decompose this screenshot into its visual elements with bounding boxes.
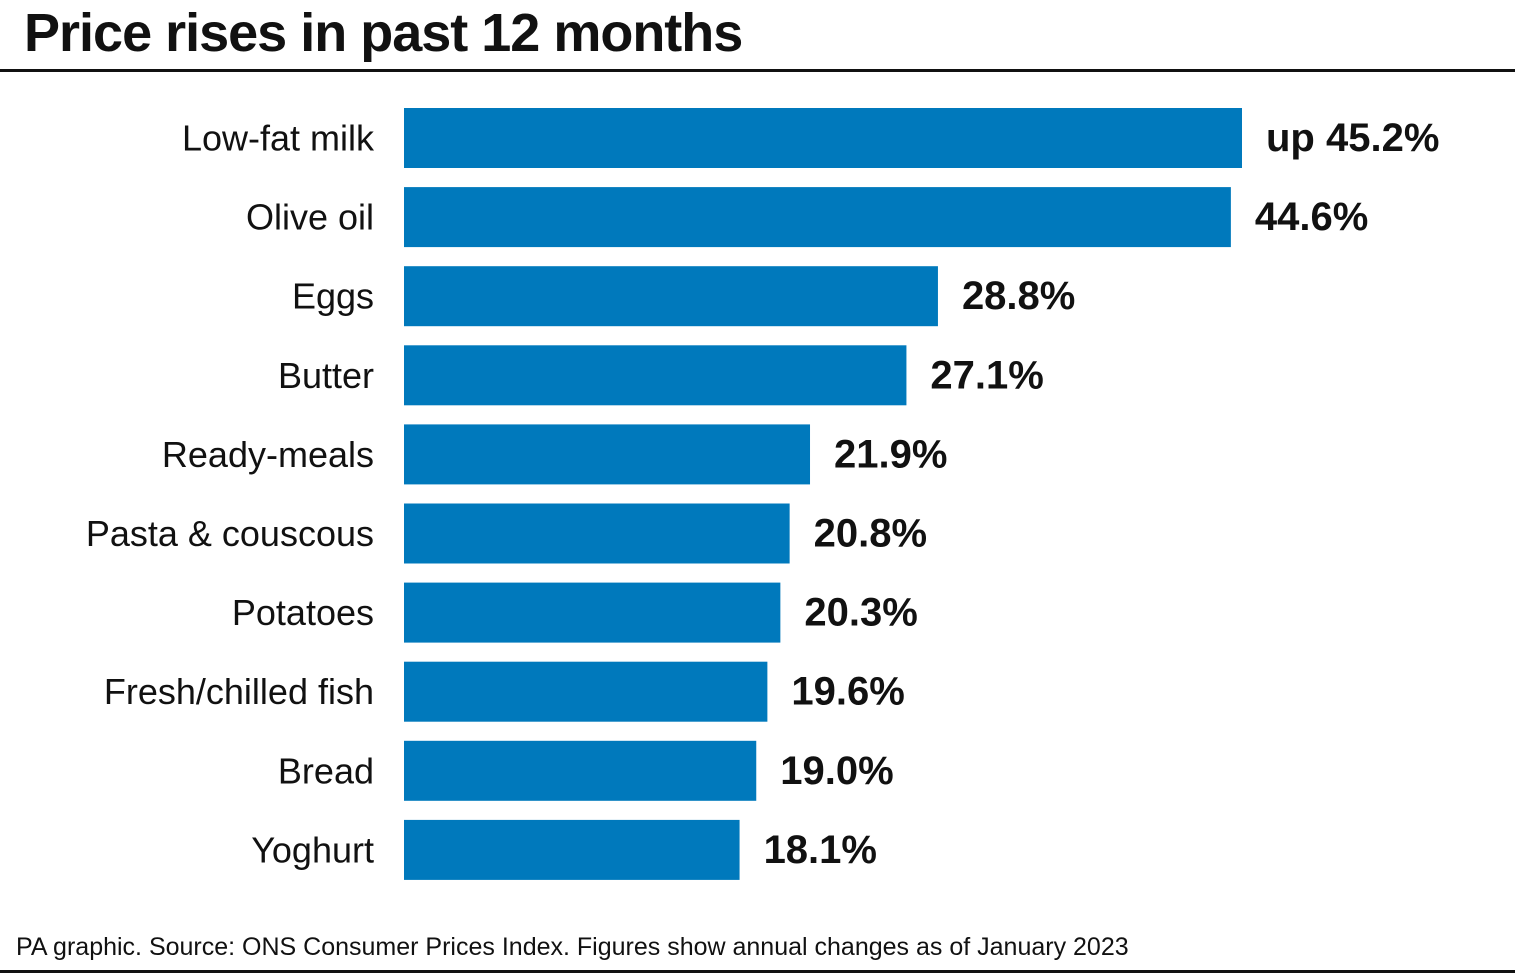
category-label: Low-fat milk <box>182 118 375 159</box>
category-label: Pasta & couscous <box>86 513 374 554</box>
bar-yoghurt <box>404 819 740 880</box>
value-label: 28.8% <box>962 274 1075 318</box>
chart-title: Price rises in past 12 months <box>24 3 743 63</box>
bottom-divider <box>0 970 1515 973</box>
category-label: Butter <box>278 355 374 396</box>
bar-pasta-couscous <box>404 503 790 564</box>
bar-row-eggs: Eggs 28.8% <box>292 266 1075 327</box>
bar-bread <box>404 740 757 801</box>
title-divider <box>0 69 1515 72</box>
value-label: 27.1% <box>930 353 1043 397</box>
category-label: Fresh/chilled fish <box>104 671 374 712</box>
value-label: up 45.2% <box>1266 116 1439 160</box>
bar-potatoes <box>404 582 781 643</box>
value-label: 19.0% <box>780 749 893 793</box>
bar-row-yoghurt: Yoghurt 18.1% <box>251 819 877 880</box>
value-label: 21.9% <box>834 432 947 476</box>
category-label: Bread <box>278 750 374 791</box>
category-label: Eggs <box>292 276 374 317</box>
value-label: 20.8% <box>814 512 927 556</box>
bar-row-olive-oil: Olive oil 44.6% <box>246 187 1368 248</box>
bar-eggs <box>404 266 938 327</box>
bar-row-ready-meals: Ready-meals 21.9% <box>162 424 947 485</box>
bar-row-fresh-chilled-fish: Fresh/chilled fish 19.6% <box>104 661 905 722</box>
bar-butter <box>404 345 907 406</box>
category-label: Olive oil <box>246 197 374 238</box>
bar-row-potatoes: Potatoes 20.3% <box>232 582 918 643</box>
bar-ready-meals <box>404 424 811 485</box>
value-label: 20.3% <box>804 591 917 635</box>
value-label: 18.1% <box>764 828 877 872</box>
bar-chart: Low-fat milk up 45.2% Olive oil 44.6% Eggs 28… <box>86 108 1439 880</box>
category-label: Yoghurt <box>251 829 374 870</box>
value-label: 44.6% <box>1255 195 1368 239</box>
bar-row-butter: Butter 27.1% <box>278 345 1044 406</box>
bar-fresh-chilled-fish <box>404 661 768 722</box>
source-footnote: PA graphic. Source: ONS Consumer Prices … <box>16 933 1129 961</box>
bar-row-low-fat-milk: Low-fat milk up 45.2% <box>182 108 1439 168</box>
value-label: 19.6% <box>791 670 904 714</box>
category-label: Ready-meals <box>162 434 374 475</box>
bar-row-pasta-couscous: Pasta & couscous 20.8% <box>86 503 927 564</box>
bar-low-fat-milk <box>404 108 1242 168</box>
bar-olive-oil <box>404 187 1231 248</box>
category-label: Potatoes <box>232 592 374 633</box>
bar-row-bread: Bread 19.0% <box>278 740 894 801</box>
